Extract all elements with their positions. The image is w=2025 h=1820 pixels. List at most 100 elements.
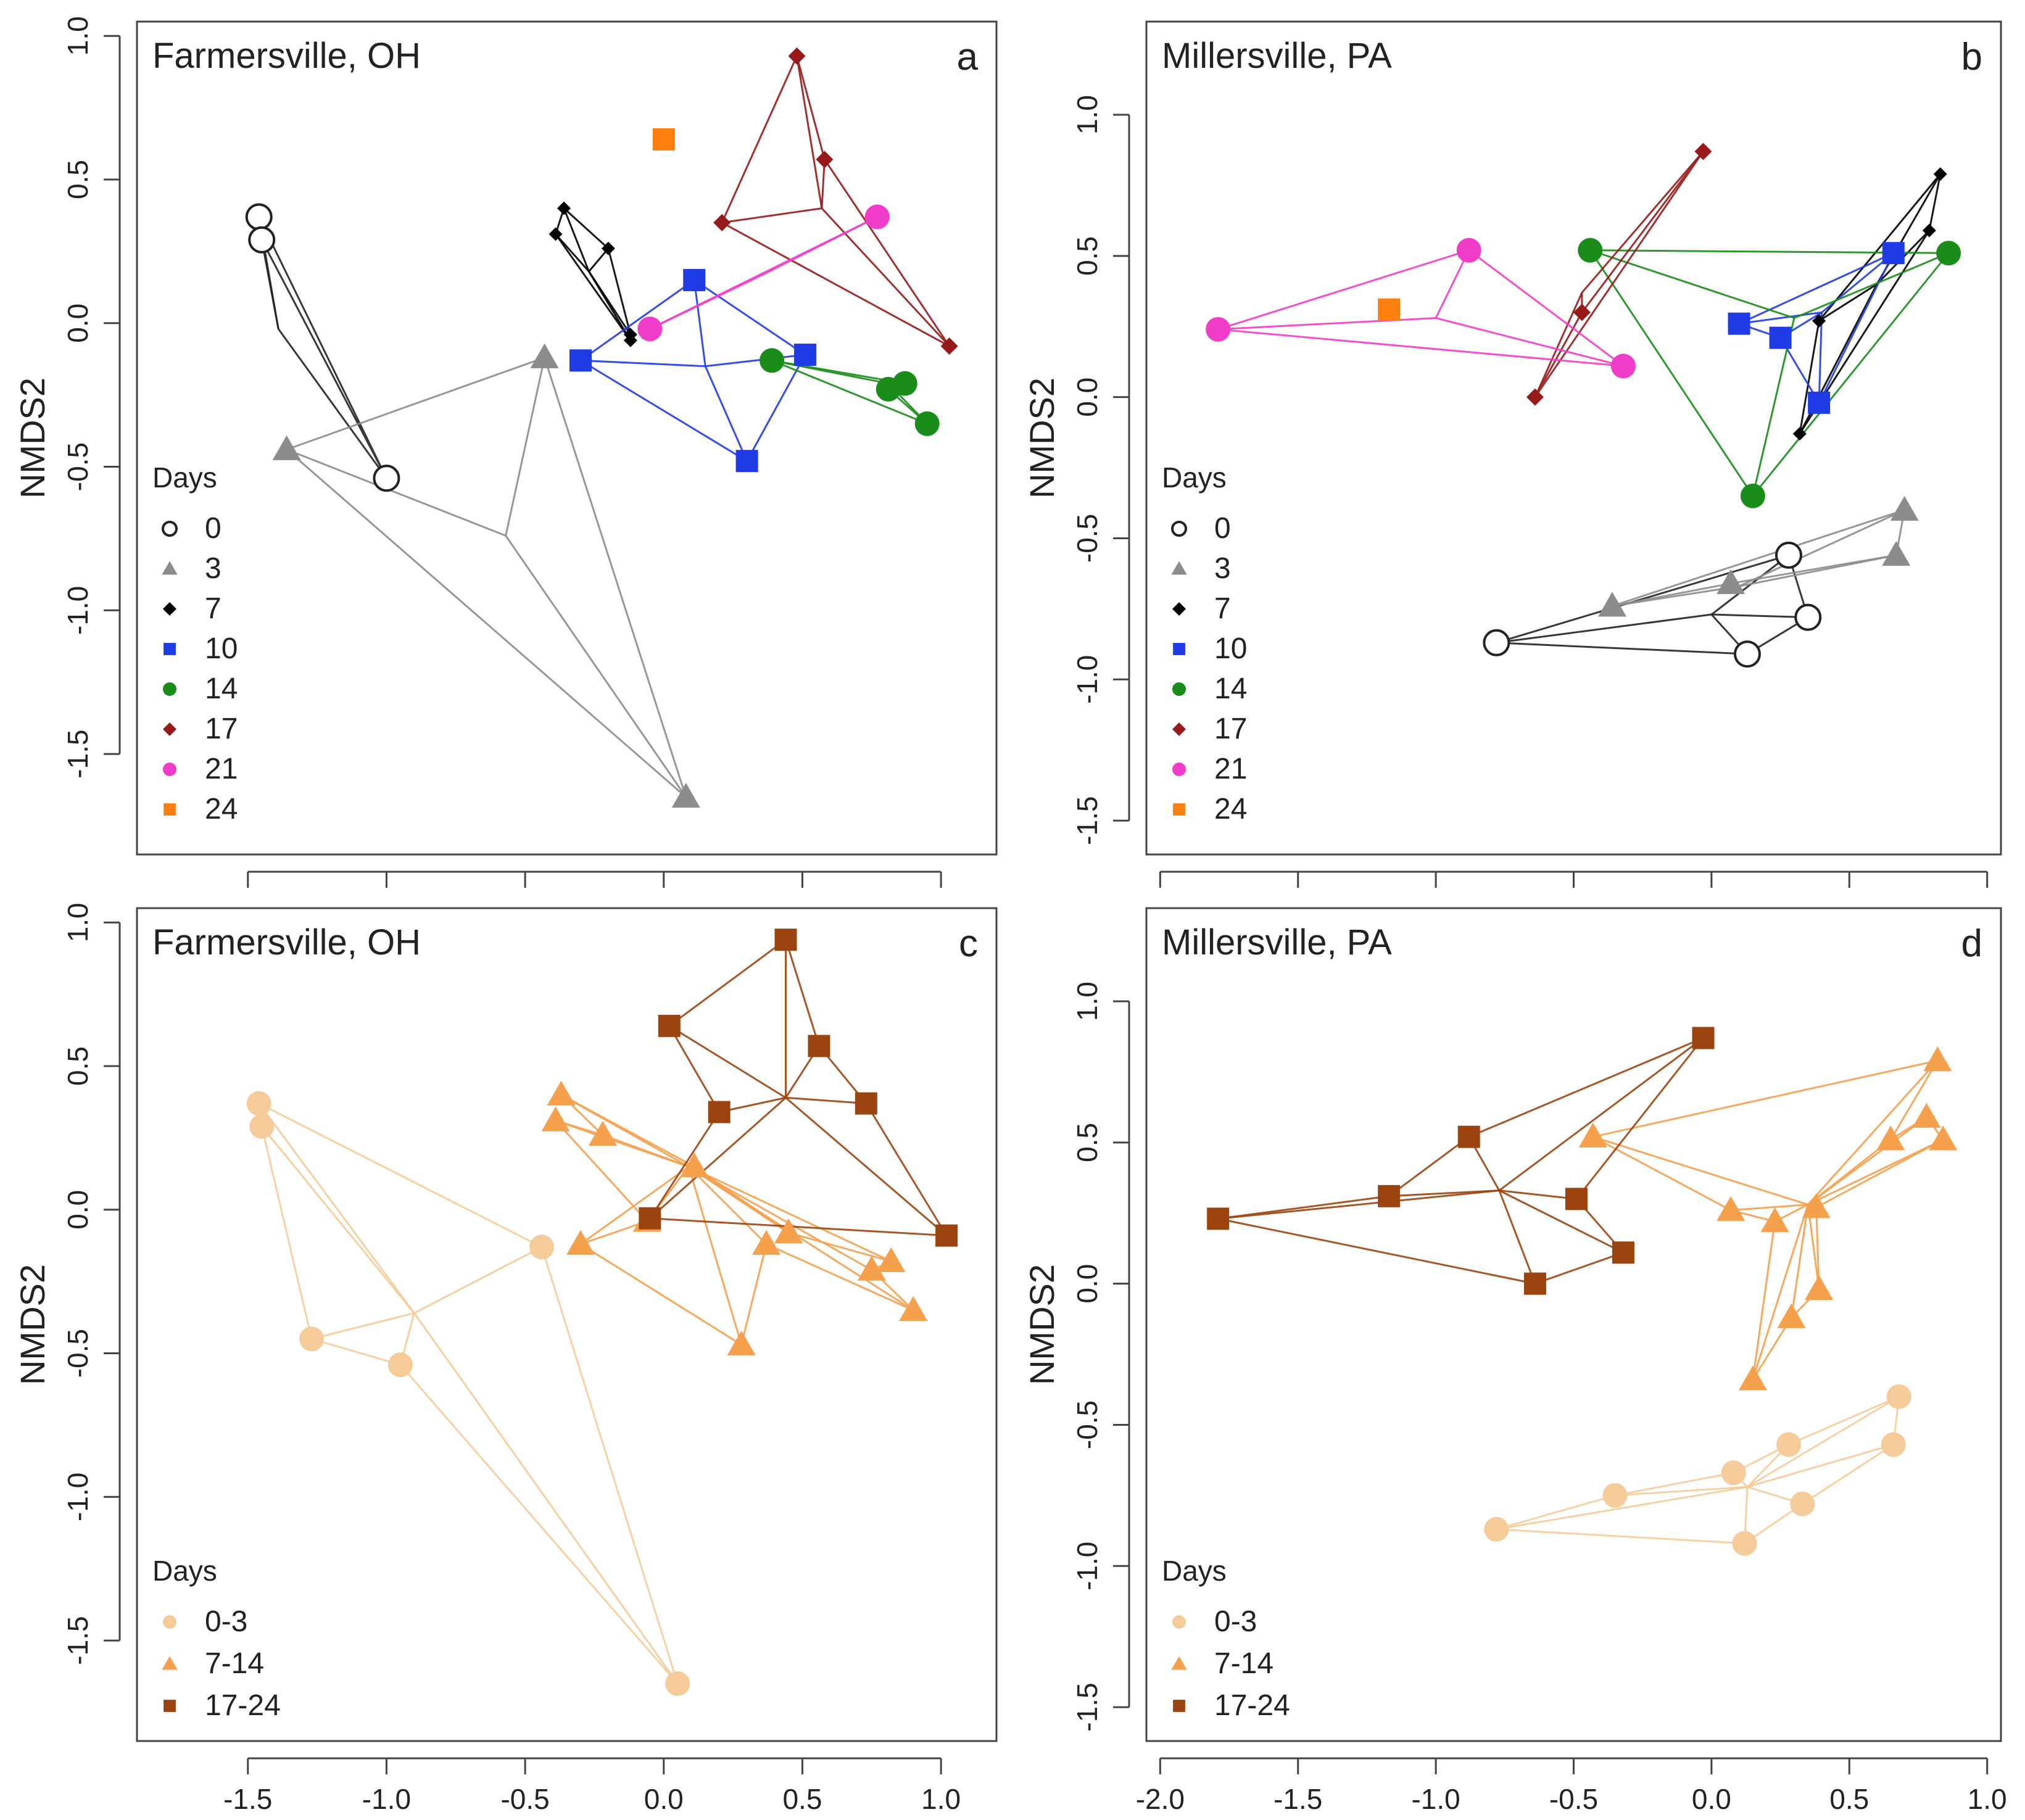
data-point-day-7-14 (1923, 1046, 1952, 1072)
spider-line (1821, 252, 1894, 313)
legend-label: 14 (205, 672, 238, 705)
panel-c: -1.5 -1.0 -0.5 0.0 0.5 1.0 1.0 0.5 0.0 -0.5 -1.0 -1… (13, 903, 998, 1815)
x-tick-label: -0.5 (500, 1783, 549, 1815)
legend-marker-7-14 (162, 1656, 178, 1670)
spider-line (1496, 1486, 1748, 1531)
data-point-day-17-24 (1457, 1125, 1480, 1148)
group-outline (1217, 249, 1627, 368)
data-point-day-0-3 (387, 1352, 413, 1378)
data-point-day-7-14 (1876, 1125, 1905, 1151)
spider-line (1807, 1060, 1939, 1206)
data-point-day-0 (1733, 640, 1761, 668)
x-tick-label: -0.5 (1549, 1783, 1598, 1815)
data-point-day-10 (1882, 242, 1905, 265)
legend: Days 0-3 7-14 17-24 (1162, 1555, 1290, 1722)
data-point-day-7-14 (566, 1230, 595, 1255)
data-point-day-17-24 (1523, 1272, 1546, 1295)
y-tick-label: -0.5 (1071, 514, 1103, 563)
legend-label: 7 (1214, 592, 1231, 625)
y-axis-title: NMDS2 (1022, 378, 1061, 498)
legend-marker-14 (163, 682, 176, 696)
spider-line (1807, 1138, 1944, 1206)
data-point-day-17-24 (708, 1101, 731, 1123)
data-point-day-3 (530, 343, 559, 368)
data-point-day-7-14 (1802, 1193, 1831, 1218)
legend-marker-17 (1172, 722, 1186, 736)
spider-line (1498, 1037, 1704, 1191)
group-outline (1534, 151, 1704, 398)
legend-marker-10 (1173, 643, 1185, 655)
y-tick-label: 0.0 (1071, 378, 1103, 417)
spider-line (649, 1097, 787, 1219)
spider-line (588, 271, 632, 341)
spider-line (1218, 1189, 1500, 1220)
y-tick-label: -1.0 (62, 586, 94, 635)
spider-line (1739, 311, 1822, 325)
legend-label: 3 (1214, 552, 1231, 585)
spider-line (1807, 1139, 1892, 1206)
y-tick-label: -0.5 (62, 442, 94, 491)
legend-label: 3 (205, 552, 222, 585)
data-point-day-0 (245, 203, 273, 231)
legend-marker-14 (1172, 682, 1186, 696)
spider-line (555, 233, 590, 272)
spider-line (687, 1166, 743, 1346)
y-tick-label: 0.5 (62, 160, 94, 199)
data-point-day-7-14 (680, 1152, 709, 1178)
spider-line (688, 1165, 914, 1311)
spider-line (311, 1312, 415, 1340)
legend-marker-3 (162, 561, 178, 575)
spider-line (693, 279, 706, 366)
legend-label: 0-3 (205, 1605, 247, 1638)
group-outline (1588, 249, 1951, 498)
legend-marker-7-14 (1171, 1656, 1187, 1670)
data-point-day-0-3 (1484, 1516, 1509, 1542)
data-point-day-7-14 (727, 1330, 756, 1355)
spider-line (1498, 1190, 1536, 1284)
spider-line (563, 208, 590, 272)
spider-line (413, 1312, 679, 1684)
spider-line (1807, 1204, 1820, 1289)
data-point-day-7-14 (1578, 1122, 1607, 1148)
data-point-day-7-14 (588, 1120, 617, 1146)
legend-marker-0-3 (1172, 1615, 1186, 1629)
group-outline (1217, 1037, 1704, 1285)
spider-line (1499, 1189, 1624, 1254)
data-point-day-7 (1933, 167, 1947, 181)
spider-line (721, 207, 822, 224)
legend-marker-24 (164, 803, 176, 816)
data-point-day-0 (248, 226, 276, 254)
data-point-day-7-14 (752, 1230, 781, 1255)
data-point-day-0 (1774, 541, 1802, 569)
y-tick-label: 1.0 (1071, 95, 1103, 134)
spider-line (785, 1096, 866, 1105)
spider-line (1534, 292, 1583, 398)
plot-frame (1145, 907, 2002, 1742)
spider-line (795, 56, 823, 209)
data-point-day-7 (1812, 314, 1826, 328)
spider-line (704, 366, 748, 461)
panel-letter: b (1961, 36, 1982, 78)
spider-line (588, 247, 610, 272)
legend-label: 7-14 (1214, 1647, 1273, 1680)
y-tick-label: -1.0 (62, 1473, 94, 1521)
x-tick-label: -1.5 (223, 1783, 272, 1815)
data-point-day-0-3 (1881, 1432, 1906, 1457)
data-point-day-7 (1792, 427, 1807, 441)
spider-line (668, 1025, 787, 1099)
data-point-day-7-14 (857, 1255, 886, 1281)
data-point-day-21 (1206, 316, 1231, 342)
data-point-day-7 (557, 201, 571, 215)
spider-line (1818, 283, 1878, 322)
spider-line (505, 535, 687, 798)
data-point-day-17-24 (1378, 1185, 1401, 1207)
spider-line (261, 1125, 415, 1314)
data-point-day-24 (652, 128, 675, 151)
legend: Days 0 3 7 10 14 17 21 24 (152, 461, 238, 825)
legend-marker-3 (1171, 561, 1187, 575)
legend-label: 0-3 (1214, 1605, 1257, 1638)
x-tick-label: 1.0 (1968, 1783, 2007, 1815)
data-point-day-17-24 (808, 1035, 830, 1057)
y-tick-label: -1.5 (1071, 1682, 1103, 1731)
